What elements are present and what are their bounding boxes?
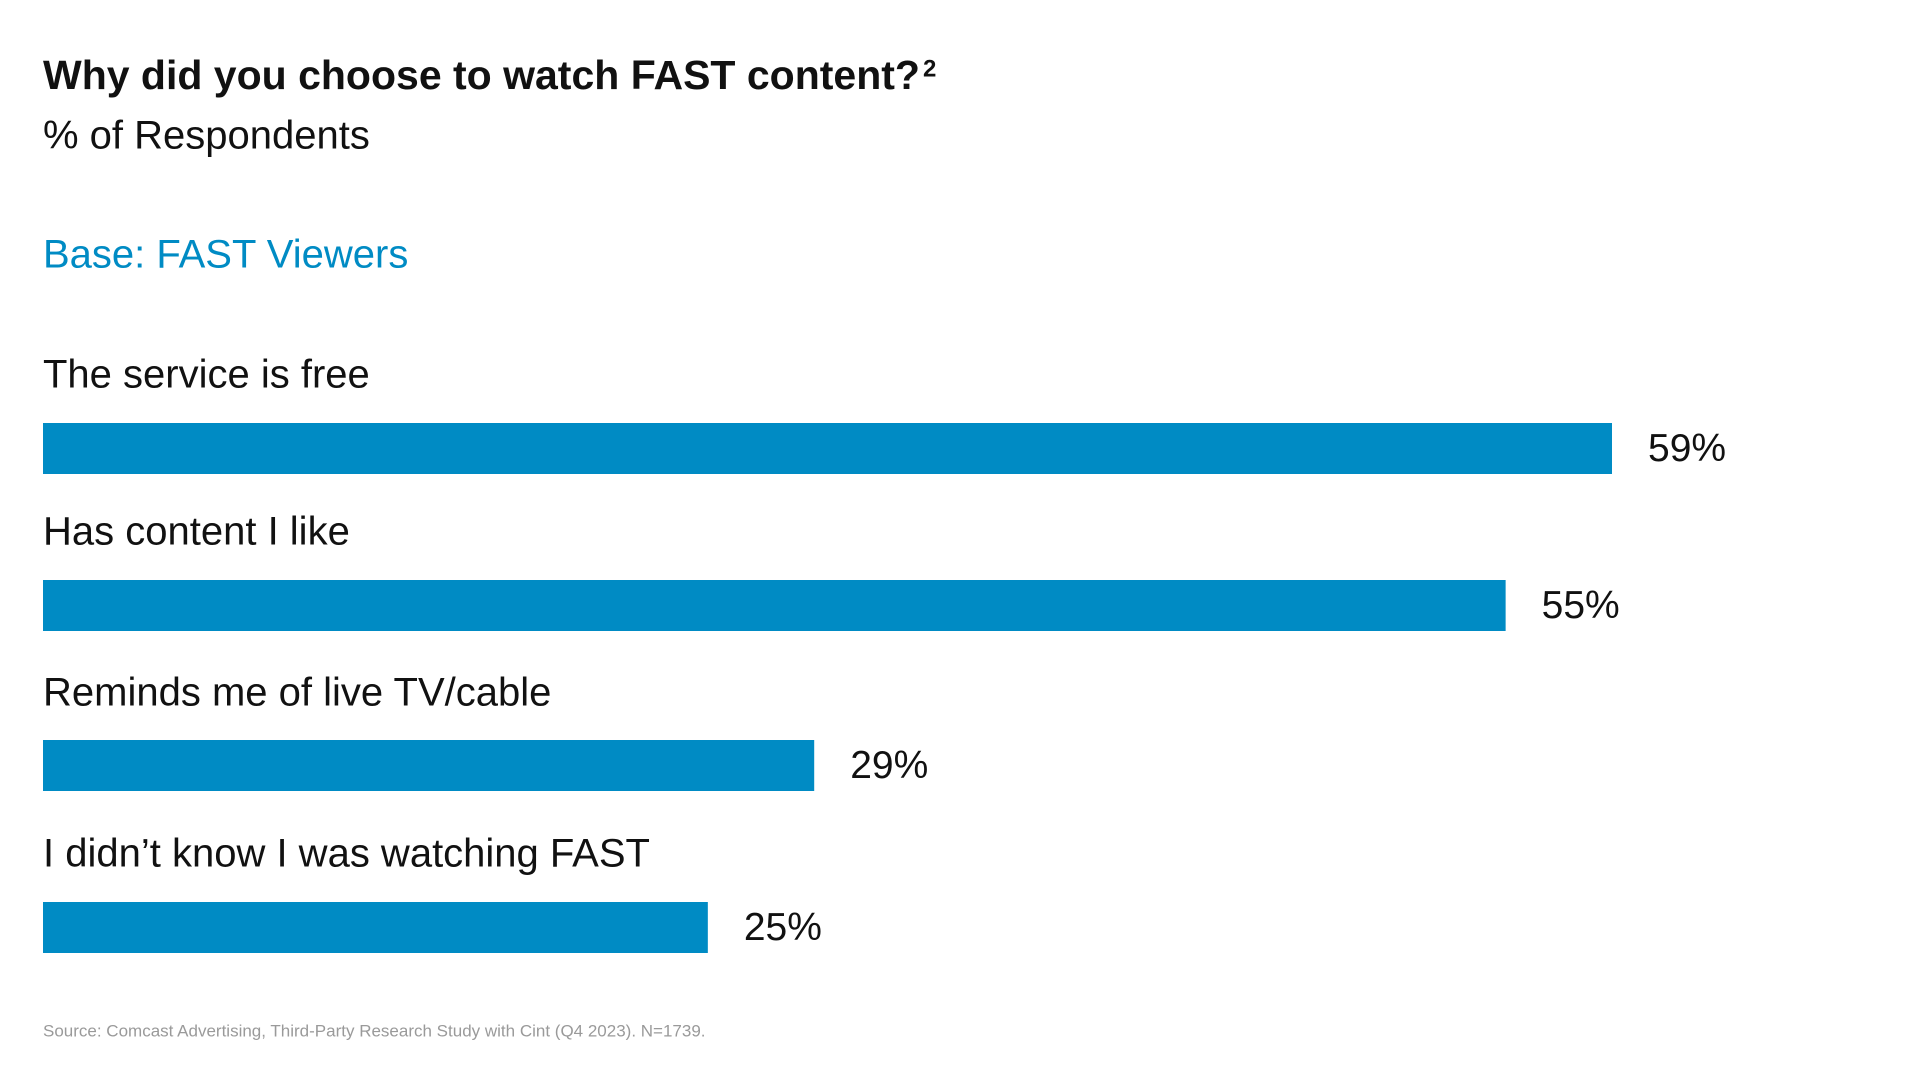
value-label: 59% (1648, 427, 1726, 470)
category-label: The service is free (43, 353, 370, 397)
title-footnote-marker: 2 (923, 55, 936, 82)
bar (43, 580, 1506, 631)
category-label: Has content I like (43, 510, 350, 554)
source-note: Source: Comcast Advertising, Third-Party… (43, 1021, 706, 1040)
value-label: 55% (1542, 584, 1620, 627)
chart-subtitle: % of Respondents (43, 114, 370, 158)
bar (43, 423, 1612, 474)
chart-title: Why did you choose to watch FAST content… (43, 52, 920, 98)
value-label: 29% (850, 744, 928, 787)
bar (43, 902, 708, 953)
category-label: I didn’t know I was watching FAST (43, 832, 650, 876)
value-label: 25% (744, 906, 822, 949)
category-label: Reminds me of live TV/cable (43, 671, 551, 715)
base-note: Base: FAST Viewers (43, 233, 408, 277)
bar (43, 740, 815, 791)
